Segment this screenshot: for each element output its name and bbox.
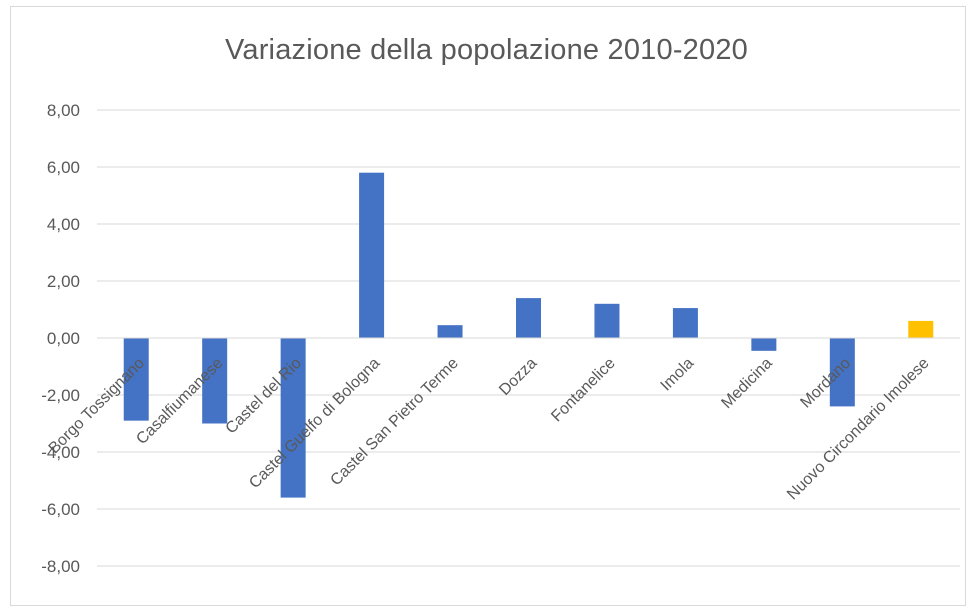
bar [672,308,698,338]
y-tick-label: 2,00 [47,272,80,291]
category-label: Nuovo Circondario Imolese [784,355,933,504]
bar [516,298,541,338]
category-label: Fontanelice [548,355,619,426]
category-label: Imola [658,355,698,395]
bar [123,338,149,421]
bars [123,172,934,498]
category-label: Castel Guelfo di Bologna [246,355,383,492]
chart-frame [10,6,966,606]
bar [908,320,934,338]
y-tick-label: -2,00 [41,386,80,405]
chart-title: Variazione della popolazione 2010-2020 [224,34,748,66]
bar [437,325,463,338]
y-tick-label: 4,00 [47,215,80,234]
bar [359,172,385,338]
y-tick-label: 6,00 [47,158,80,177]
y-tick-label: 0,00 [47,329,80,348]
y-tick-label: -4,00 [41,443,80,462]
bar-chart: 8,00 6,00 4,00 2,00 0,00 -2,00 -4,00 -6,00 -8,00… [41,101,960,576]
bar [829,338,855,407]
y-axis-tick-labels: 8,00 6,00 4,00 2,00 0,00 -2,00 -4,00 -6,00 -8,00 [41,101,80,576]
bar [280,338,306,498]
category-label: Dozza [496,355,540,399]
gridlines [97,109,960,567]
category-label: Medicina [718,355,775,412]
bar [202,338,228,424]
category-label: Castel San Pietro Terme [327,355,462,490]
bar [594,303,620,338]
y-tick-label: 8,00 [47,101,80,120]
bar [751,338,777,351]
y-tick-label: -8,00 [41,557,80,576]
y-tick-label: -6,00 [41,500,80,519]
